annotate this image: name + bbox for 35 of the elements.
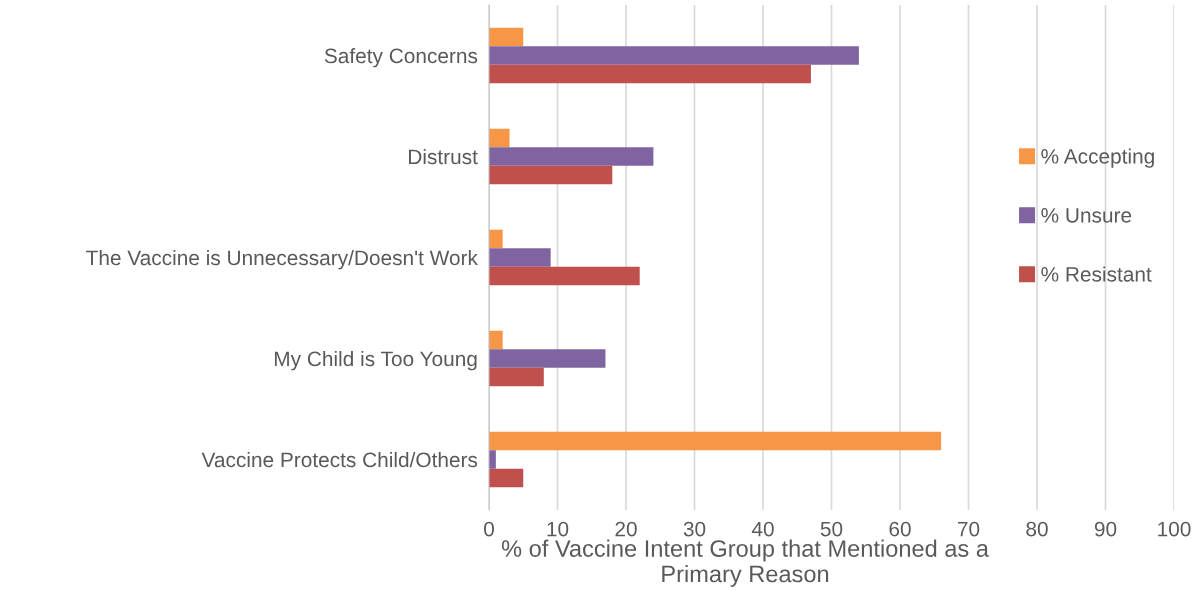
bar (489, 349, 606, 368)
bar (489, 450, 496, 469)
y-tick-label: Vaccine Protects Child/Others (201, 451, 478, 468)
legend-label: % Unsure (1041, 208, 1132, 223)
x-tick-label: 0 (484, 521, 494, 537)
bar (489, 330, 503, 350)
legend-label: % Resistant (1041, 266, 1152, 282)
bar (489, 431, 942, 451)
bar (489, 468, 524, 488)
x-tick-label: 60 (889, 521, 911, 537)
x-tick-label: 100 (1158, 521, 1191, 537)
y-tick-label: My Child is Too Young (274, 350, 477, 371)
x-tick-label: 20 (615, 521, 637, 537)
bar (489, 248, 551, 267)
y-tick-label: Distrust (408, 148, 478, 165)
y-tick-label: Safety Concerns (324, 47, 478, 68)
x-axis-title: % of Vaccine Intent Group that Mentioned as a Primary Reason (501, 539, 989, 587)
bar (489, 64, 811, 84)
legend-label: % Accepting (1041, 148, 1154, 168)
x-tick-label: 90 (1094, 521, 1117, 537)
bar (489, 128, 510, 148)
x-tick-label: 40 (751, 521, 774, 537)
bar (489, 46, 859, 65)
bar (489, 229, 503, 249)
y-tick-label: The Vaccine is Unnecessary/Doesn't Work (86, 249, 478, 270)
bar (489, 27, 524, 47)
bar (489, 147, 654, 166)
bar (489, 165, 613, 185)
bar (489, 266, 640, 286)
x-tick-label: 30 (683, 521, 706, 537)
x-tick-label: 80 (1026, 521, 1048, 537)
bar (489, 367, 544, 387)
x-tick-label: 10 (547, 521, 569, 537)
x-tick-label: 70 (957, 521, 980, 537)
x-tick-label: 50 (820, 521, 843, 537)
